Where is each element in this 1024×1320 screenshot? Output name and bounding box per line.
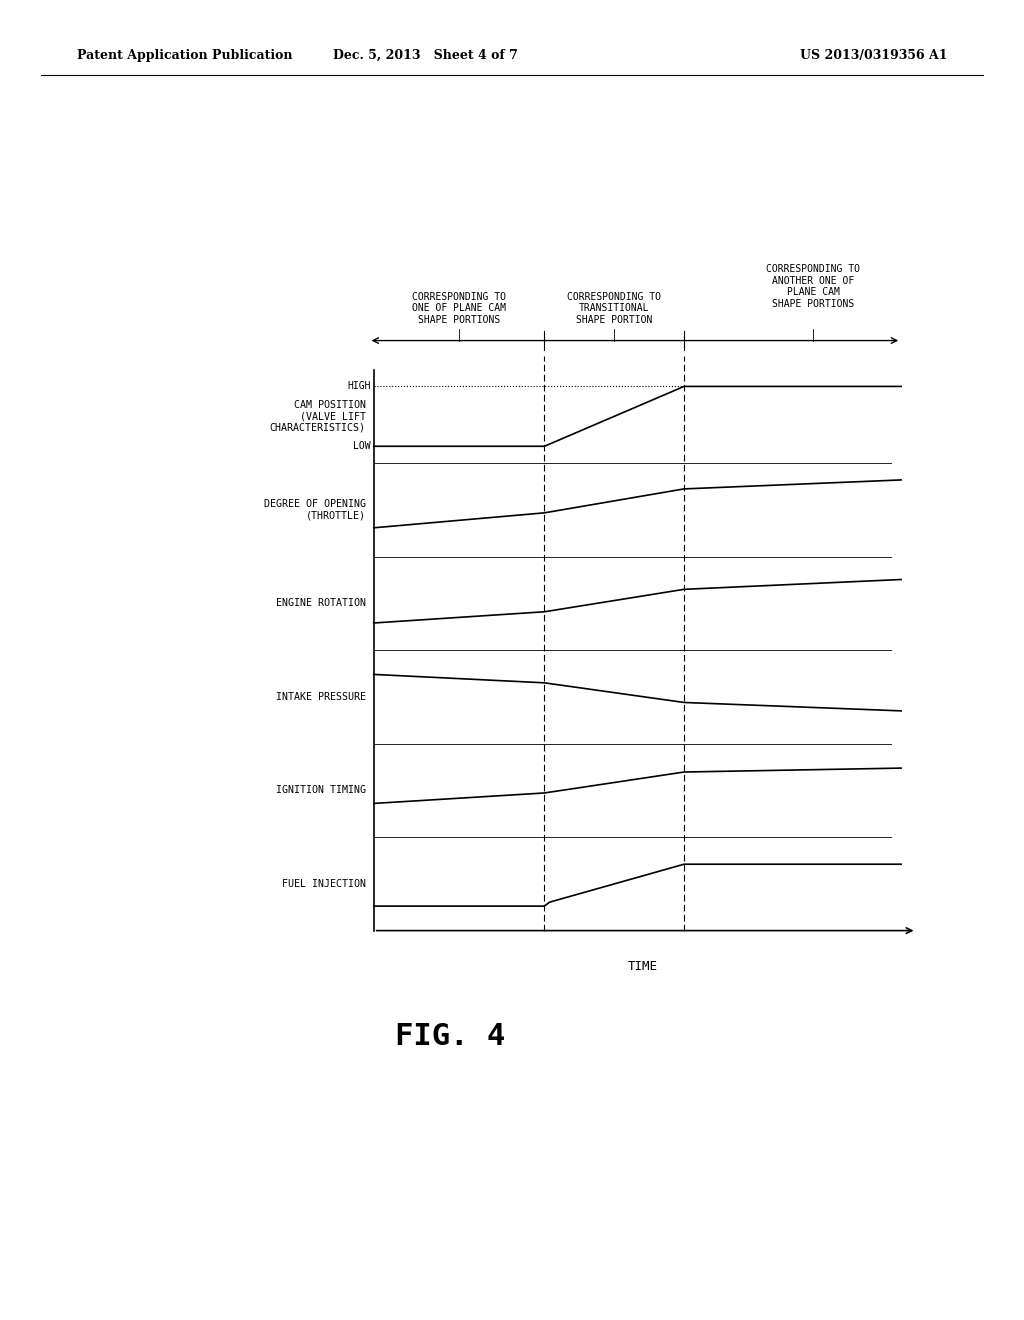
Text: INTAKE PRESSURE: INTAKE PRESSURE: [275, 692, 366, 702]
Text: Dec. 5, 2013   Sheet 4 of 7: Dec. 5, 2013 Sheet 4 of 7: [333, 49, 517, 62]
Text: IGNITION TIMING: IGNITION TIMING: [275, 785, 366, 796]
Text: ENGINE ROTATION: ENGINE ROTATION: [275, 598, 366, 609]
Text: CORRESPONDING TO
ANOTHER ONE OF
PLANE CAM
SHAPE PORTIONS: CORRESPONDING TO ANOTHER ONE OF PLANE CA…: [766, 264, 860, 309]
Text: DEGREE OF OPENING
(THROTTLE): DEGREE OF OPENING (THROTTLE): [263, 499, 366, 520]
Text: FUEL INJECTION: FUEL INJECTION: [282, 879, 366, 888]
Text: Patent Application Publication: Patent Application Publication: [77, 49, 292, 62]
Text: CORRESPONDING TO
ONE OF PLANE CAM
SHAPE PORTIONS: CORRESPONDING TO ONE OF PLANE CAM SHAPE …: [412, 292, 506, 325]
Text: CAM POSITION
(VALVE LIFT
CHARACTERISTICS): CAM POSITION (VALVE LIFT CHARACTERISTICS…: [269, 400, 366, 433]
Text: TIME: TIME: [628, 960, 657, 973]
Text: US 2013/0319356 A1: US 2013/0319356 A1: [800, 49, 947, 62]
Text: LOW: LOW: [353, 441, 371, 451]
Text: CORRESPONDING TO
TRANSITIONAL
SHAPE PORTION: CORRESPONDING TO TRANSITIONAL SHAPE PORT…: [567, 292, 662, 325]
Text: HIGH: HIGH: [347, 381, 371, 392]
Text: FIG. 4: FIG. 4: [395, 1022, 506, 1051]
